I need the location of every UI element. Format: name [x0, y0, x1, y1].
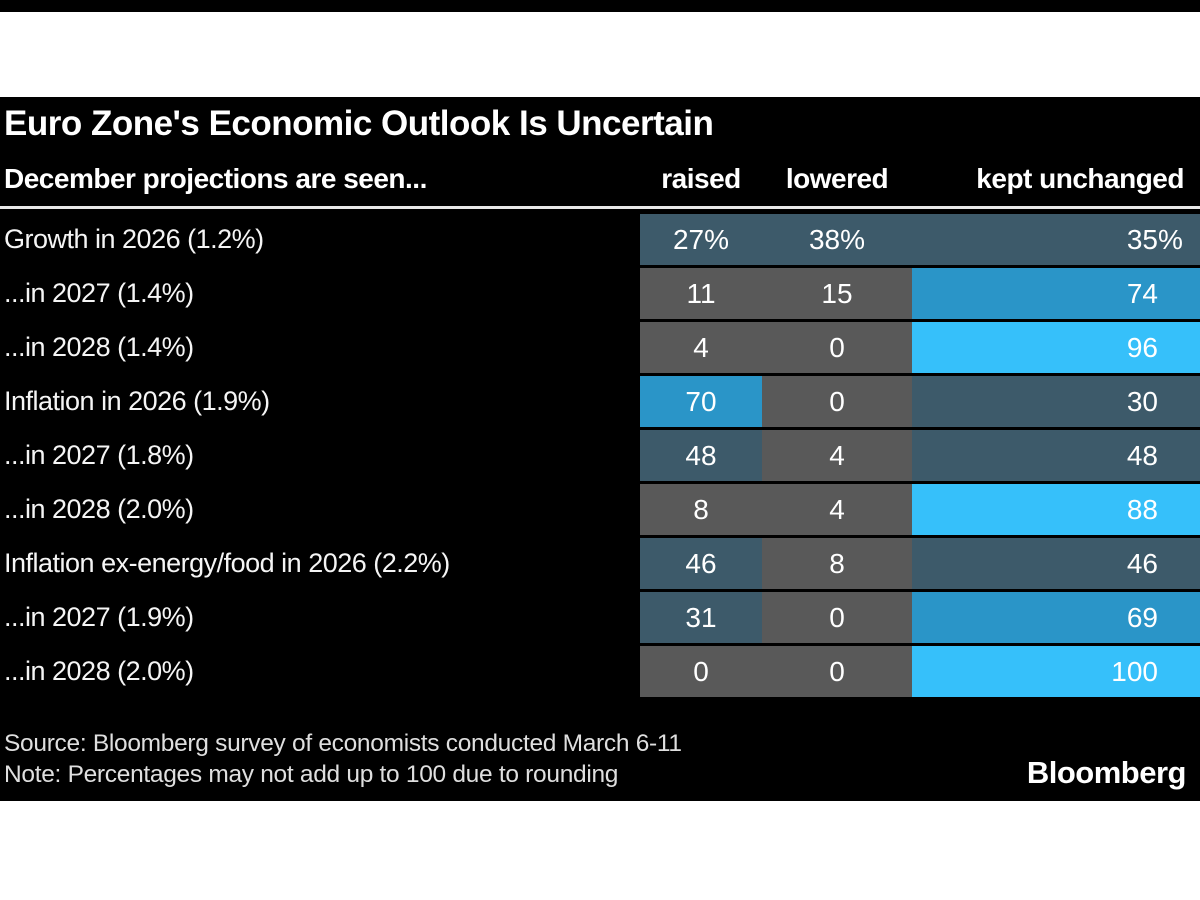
heatmap-cell: 74	[912, 268, 1200, 320]
table-row: ...in 2027 (1.4%) 11 15 74	[0, 268, 1200, 320]
row-label: ...in 2027 (1.4%)	[4, 278, 194, 309]
heatmap-cell: 0	[762, 376, 912, 428]
heatmap-cell: 46	[640, 538, 762, 590]
column-header-raised: raised	[661, 163, 741, 195]
heatmap-cell: 11	[640, 268, 762, 320]
bloomberg-logo: Bloomberg	[1026, 755, 1187, 790]
row-label: ...in 2027 (1.9%)	[4, 602, 194, 633]
rounding-note: Note: Percentages may not add up to 100 …	[4, 761, 619, 789]
heatmap-cell: 27%	[640, 214, 762, 266]
heatmap-cell: 100	[912, 646, 1200, 698]
heatmap-cell: 0	[762, 646, 912, 698]
table-row: ...in 2028 (2.0%) 8 4 88	[0, 484, 1200, 536]
row-label: Inflation ex-energy/food in 2026 (2.2%)	[4, 548, 450, 579]
column-header-lowered: lowered	[785, 163, 889, 195]
heatmap-cell: 38%	[762, 214, 912, 266]
header-divider-line	[0, 206, 1200, 210]
table-row: Growth in 2026 (1.2%) 27% 38% 35%	[0, 214, 1200, 266]
table-row: Inflation in 2026 (1.9%) 70 0 30	[0, 376, 1200, 428]
row-label: ...in 2027 (1.8%)	[4, 440, 194, 471]
heatmap-cell: 0	[762, 592, 912, 644]
footer: Source: Bloomberg survey of economists c…	[0, 728, 1200, 790]
heatmap-cell: 48	[640, 430, 762, 482]
heatmap-cell: 8	[640, 484, 762, 536]
heatmap-cell: 88	[912, 484, 1200, 536]
row-label: ...in 2028 (2.0%)	[4, 494, 194, 525]
row-label: ...in 2028 (2.0%)	[4, 656, 194, 687]
column-header-kept-unchanged: kept unchanged	[976, 163, 1184, 195]
heatmap-cell: 96	[912, 322, 1200, 374]
heatmap-cell: 4	[762, 484, 912, 536]
heatmap-cell: 48	[912, 430, 1200, 482]
heatmap-cell: 46	[912, 538, 1200, 590]
heatmap-cell: 70	[640, 376, 762, 428]
heatmap-cell: 4	[640, 322, 762, 374]
heatmap-cell: 15	[762, 268, 912, 320]
page-title: Euro Zone's Economic Outlook Is Uncertai…	[4, 104, 714, 143]
heatmap-cell: 69	[912, 592, 1200, 644]
heatmap-grid: Growth in 2026 (1.2%) 27% 38% 35% ...in 2027…	[0, 214, 1200, 698]
row-label: ...in 2028 (1.4%)	[4, 332, 194, 363]
subtitle: December projections are seen...	[4, 163, 427, 195]
column-header-row: December projections are seen... raised …	[0, 163, 1200, 195]
table-row: ...in 2028 (1.4%) 4 0 96	[0, 322, 1200, 374]
heatmap-cell: 0	[640, 646, 762, 698]
row-label: Growth in 2026 (1.2%)	[4, 224, 264, 255]
heatmap-cell: 8	[762, 538, 912, 590]
chart-canvas: Euro Zone's Economic Outlook Is Uncertai…	[0, 97, 1200, 801]
table-row: ...in 2027 (1.9%) 31 0 69	[0, 592, 1200, 644]
table-row: ...in 2028 (2.0%) 0 0 100	[0, 646, 1200, 698]
table-row: ...in 2027 (1.8%) 48 4 48	[0, 430, 1200, 482]
source-note: Source: Bloomberg survey of economists c…	[4, 730, 682, 758]
row-label: Inflation in 2026 (1.9%)	[4, 386, 270, 417]
heatmap-cell: 35%	[912, 214, 1200, 266]
table-row: Inflation ex-energy/food in 2026 (2.2%) 4…	[0, 538, 1200, 590]
top-border-strip	[0, 0, 1200, 12]
heatmap-cell: 31	[640, 592, 762, 644]
heatmap-cell: 0	[762, 322, 912, 374]
heatmap-cell: 30	[912, 376, 1200, 428]
heatmap-cell: 4	[762, 430, 912, 482]
